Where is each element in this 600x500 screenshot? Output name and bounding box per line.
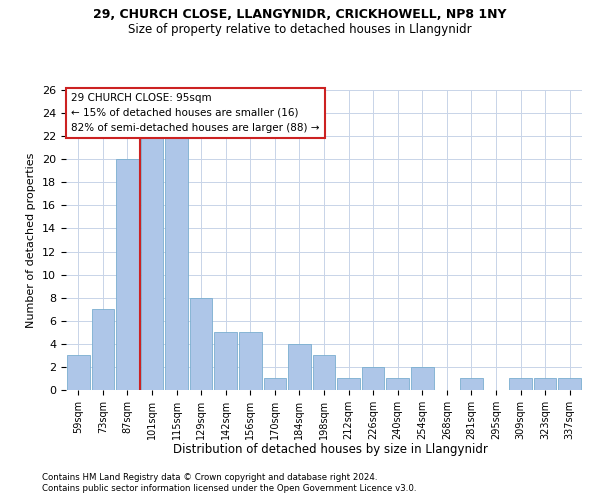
Y-axis label: Number of detached properties: Number of detached properties (26, 152, 37, 328)
Bar (116, 159, 139, 390)
Bar (239, 332, 262, 390)
Text: 29, CHURCH CLOSE, LLANGYNIDR, CRICKHOWELL, NP8 1NY: 29, CHURCH CLOSE, LLANGYNIDR, CRICKHOWEL… (93, 8, 507, 20)
Text: Distribution of detached houses by size in Llangynidr: Distribution of detached houses by size … (173, 442, 487, 456)
Bar (313, 356, 335, 390)
Bar (288, 344, 311, 390)
Bar (214, 332, 237, 390)
Bar (362, 367, 385, 390)
Bar (337, 378, 360, 390)
Bar (190, 298, 212, 390)
Text: Contains public sector information licensed under the Open Government Licence v3: Contains public sector information licen… (42, 484, 416, 493)
Bar (534, 378, 556, 390)
Bar (509, 378, 532, 390)
Text: Size of property relative to detached houses in Llangynidr: Size of property relative to detached ho… (128, 22, 472, 36)
Bar (411, 367, 434, 390)
Text: 29 CHURCH CLOSE: 95sqm
← 15% of detached houses are smaller (16)
82% of semi-det: 29 CHURCH CLOSE: 95sqm ← 15% of detached… (71, 93, 320, 132)
Bar (263, 378, 286, 390)
Bar (165, 136, 188, 390)
Bar (67, 356, 89, 390)
Bar (92, 309, 114, 390)
Bar (386, 378, 409, 390)
Text: Contains HM Land Registry data © Crown copyright and database right 2024.: Contains HM Land Registry data © Crown c… (42, 472, 377, 482)
Bar (140, 136, 163, 390)
Bar (460, 378, 483, 390)
Bar (559, 378, 581, 390)
